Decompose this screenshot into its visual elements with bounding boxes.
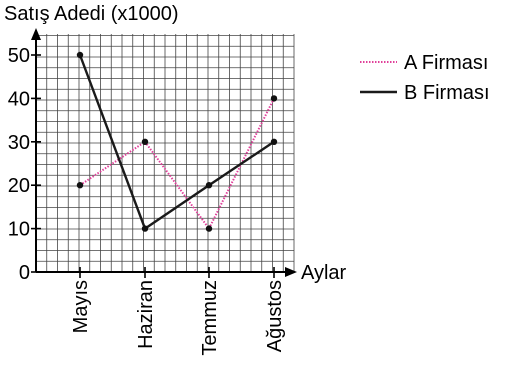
x-axis-arrow (285, 267, 297, 277)
y-tick-label: 10 (8, 219, 30, 241)
data-point-b (76, 51, 84, 59)
y-tick-label: 40 (8, 88, 30, 110)
series-line-a (79, 97, 275, 231)
data-point-b (205, 182, 213, 189)
y-tick-label: 50 (8, 45, 30, 67)
y-tick-label: 0 (19, 262, 30, 284)
data-point-b (270, 138, 278, 145)
data-point-a (205, 225, 213, 232)
x-tick-label: Haziran (135, 280, 157, 349)
grid (36, 34, 295, 272)
data-point-a (270, 95, 278, 102)
y-tick-label: 30 (8, 132, 30, 154)
y-axis-title: Satış Adedi (x1000) (4, 3, 179, 25)
legend-label: A Firması (404, 52, 488, 74)
y-axis-arrow (31, 28, 41, 40)
x-tick-label: Mayıs (70, 280, 92, 333)
data-point-a (76, 182, 84, 189)
x-tick-label: Ağustos (264, 280, 286, 352)
series-line-b (78, 54, 275, 231)
x-axis-title: Aylar (301, 262, 347, 284)
x-tick-label: Temmuz (199, 280, 221, 356)
x-tick-labels: Mayıs Haziran Temmuz Ağustos (70, 267, 286, 356)
data-point-b (141, 225, 149, 232)
y-tick-label: 20 (8, 175, 30, 197)
series-layer (76, 51, 278, 232)
legend-label: B Firması (404, 82, 490, 104)
axes (31, 28, 297, 277)
data-point-a (141, 138, 149, 145)
legend: A Firması B Firması (360, 52, 490, 104)
y-tick-labels: 0 10 20 30 40 50 (8, 45, 41, 284)
